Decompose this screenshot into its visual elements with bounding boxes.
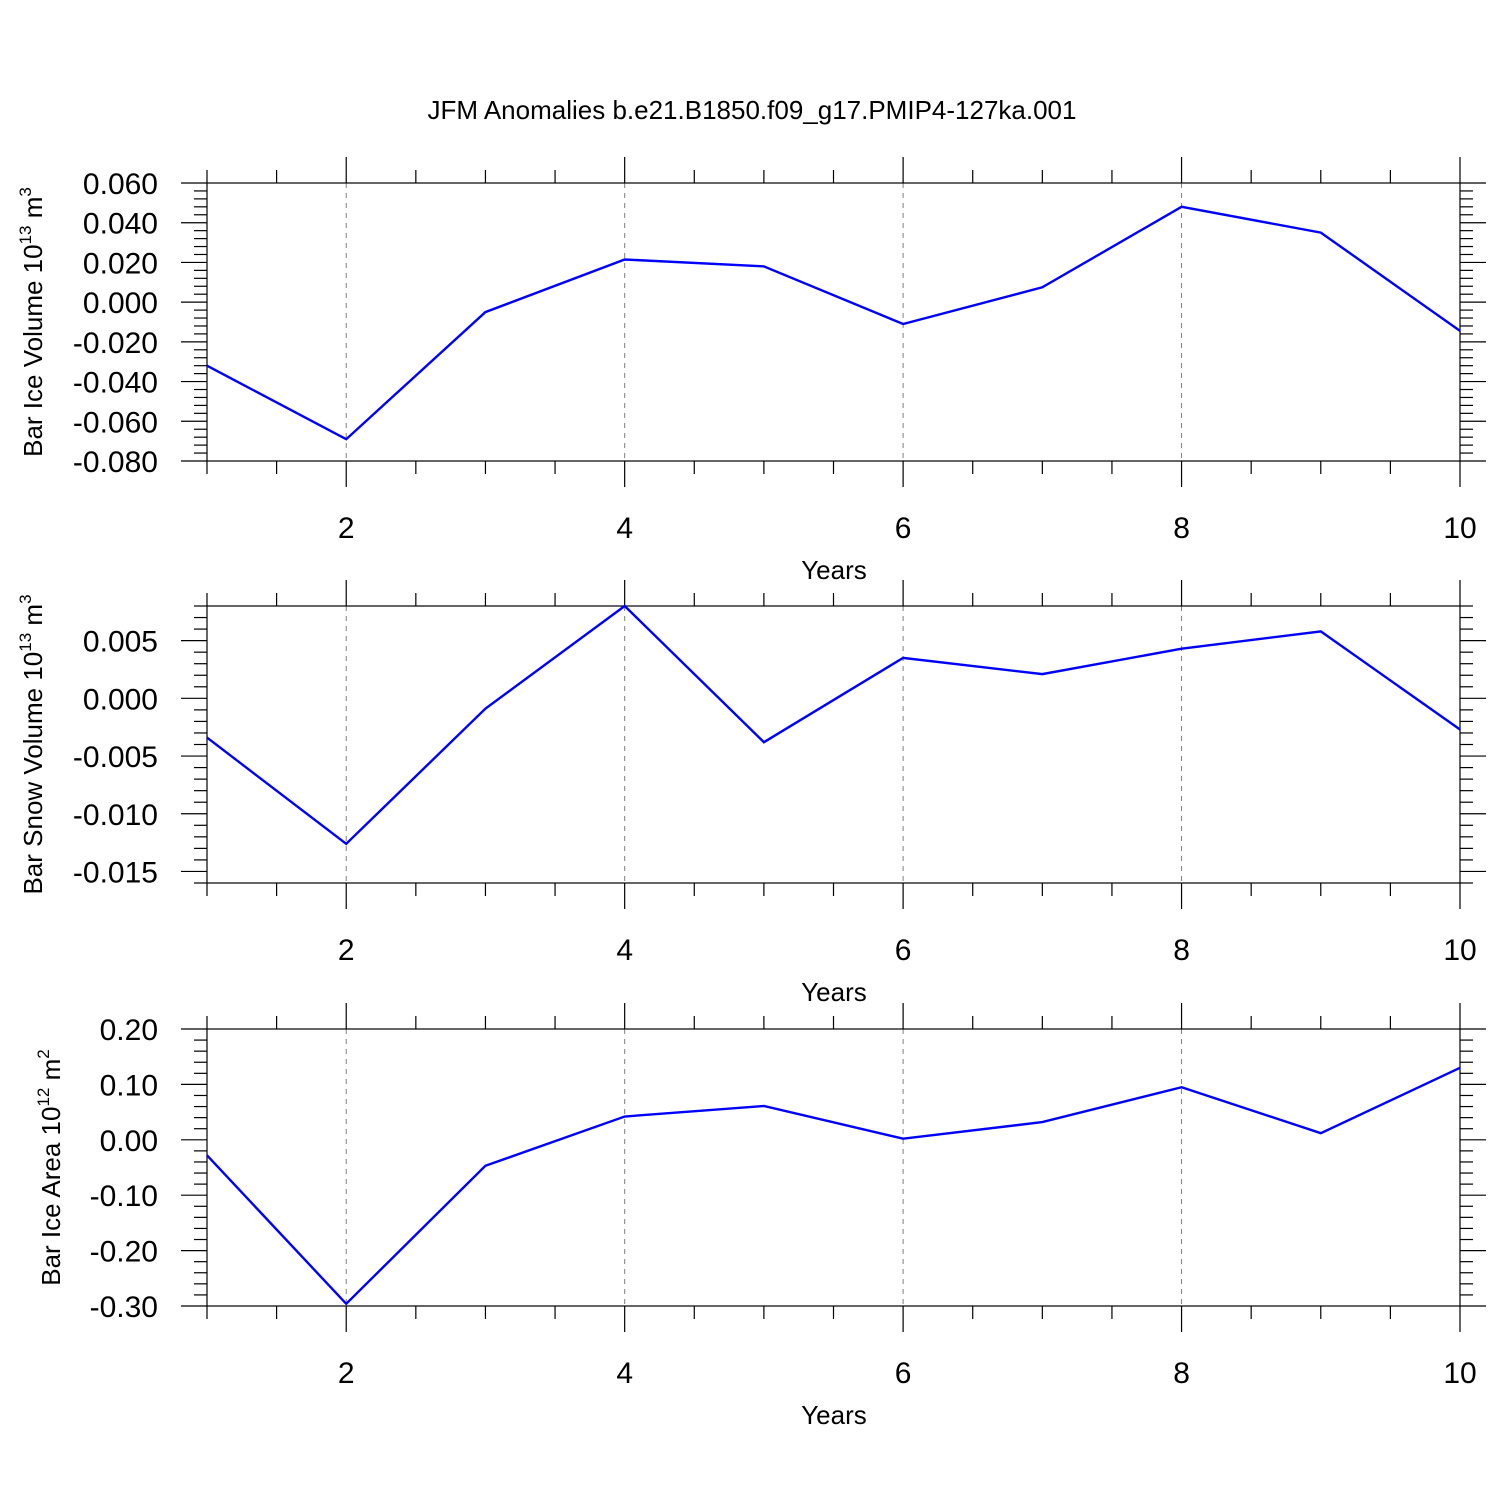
y-axis-label: Bar Ice Area 1012 m2 — [34, 1049, 66, 1286]
y-tick-label: -0.30 — [90, 1291, 158, 1324]
figure-title: JFM Anomalies b.e21.B1850.f09_g17.PMIP4-… — [428, 95, 1077, 125]
y-axis-label: Bar Snow Volume 1013 m3 — [16, 594, 48, 894]
y-tick-label: 0.10 — [100, 1069, 158, 1102]
y-tick-label: -0.10 — [90, 1180, 158, 1213]
y-tick-label: 0.060 — [83, 168, 158, 201]
panel-ice-area: 0.20 0.10 0.00 -0.10 -0.20 -0.30 2 4 6 8 10 Years Ba… — [34, 1003, 1486, 1430]
x-tick-label: 4 — [616, 934, 633, 967]
x-tick-label: 2 — [338, 934, 355, 967]
series-line-ice-area — [206, 1066, 1461, 1306]
series-line-snow-volume — [206, 604, 1461, 846]
x-tick-label: 6 — [895, 512, 912, 545]
y-tick-label: 0.020 — [83, 247, 158, 280]
y-tick-label: 0.040 — [83, 208, 158, 241]
x-tick-label: 4 — [616, 512, 633, 545]
x-tick-label: 6 — [895, 1357, 912, 1390]
panel-snow-volume: 0.005 0.000 -0.005 -0.010 -0.015 2 4 6 8 10 Years B… — [16, 580, 1486, 1007]
y-tick-label: -0.040 — [73, 367, 158, 400]
panel-ice-volume: 0.060 0.040 0.020 0.000 -0.020 -0.040 -0.060 -0… — [16, 157, 1486, 585]
y-tick-label: -0.080 — [73, 446, 158, 479]
y-tick-label: 0.00 — [100, 1125, 158, 1158]
x-tick-label: 10 — [1443, 934, 1476, 967]
x-tick-label: 8 — [1173, 512, 1190, 545]
y-tick-label: 0.000 — [83, 287, 158, 320]
x-tick-label: 2 — [338, 512, 355, 545]
x-tick-label: 8 — [1173, 1357, 1190, 1390]
series-line-ice-volume — [206, 205, 1461, 441]
plot-frame — [206, 1028, 1461, 1307]
y-tick-label: 0.20 — [100, 1014, 158, 1047]
plot-frame — [206, 605, 1461, 884]
x-tick-label: 10 — [1443, 512, 1476, 545]
y-tick-label: 0.005 — [83, 626, 158, 659]
y-tick-label: -0.015 — [73, 856, 158, 889]
y-axis-label: Bar Ice Volume 1013 m3 — [16, 187, 48, 457]
y-tick-label: -0.020 — [73, 327, 158, 360]
x-tick-label: 8 — [1173, 934, 1190, 967]
x-axis-label: Years — [801, 977, 867, 1007]
x-axis-label: Years — [801, 555, 867, 585]
y-tick-label: -0.005 — [73, 741, 158, 774]
x-tick-label: 10 — [1443, 1357, 1476, 1390]
x-tick-label: 4 — [616, 1357, 633, 1390]
y-tick-label: -0.010 — [73, 799, 158, 832]
y-tick-label: 0.000 — [83, 683, 158, 716]
x-tick-label: 2 — [338, 1357, 355, 1390]
x-axis-label: Years — [801, 1400, 867, 1430]
x-tick-label: 6 — [895, 934, 912, 967]
y-tick-label: -0.20 — [90, 1236, 158, 1269]
y-tick-label: -0.060 — [73, 406, 158, 439]
